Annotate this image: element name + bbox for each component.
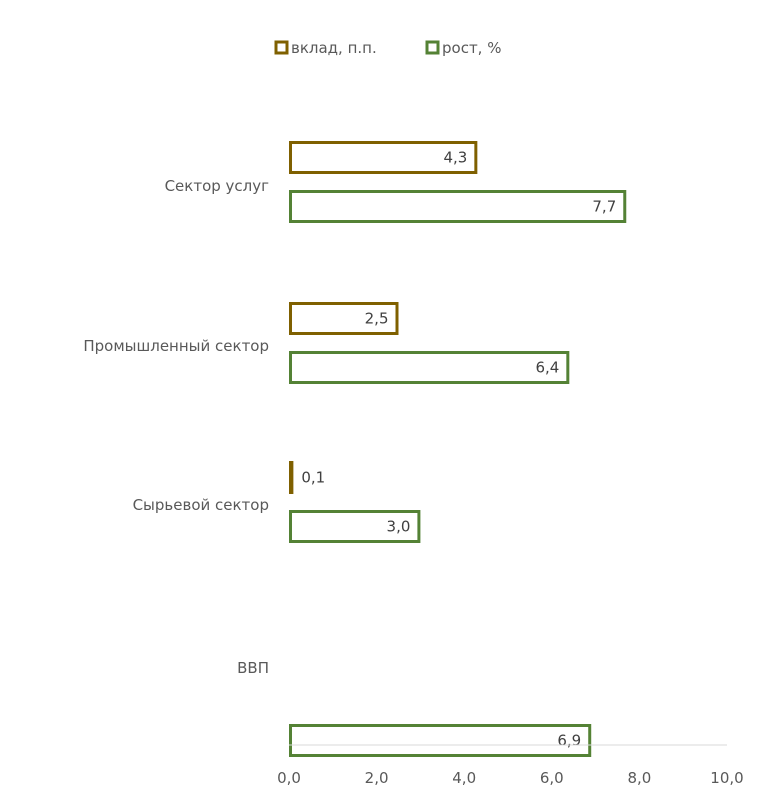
bar <box>289 141 478 174</box>
data-label: 0,1 <box>301 469 325 487</box>
category-label: Сектор услуг <box>165 177 270 195</box>
bar <box>289 190 627 223</box>
category-label: ВВП <box>237 659 269 677</box>
legend: вклад, п.п. рост, % <box>274 39 501 57</box>
data-label: 4,3 <box>443 149 467 167</box>
category-label: Промышленный сектор <box>83 337 269 355</box>
legend-swatch <box>274 40 289 55</box>
category-labels: Сектор услуг Промышленный сектор Сырьевой … <box>83 177 269 677</box>
x-tick-label: 2,0 <box>365 769 389 787</box>
data-label: 7,7 <box>592 198 616 216</box>
legend-item: рост, % <box>425 39 501 57</box>
x-tick-label: 6,0 <box>540 769 564 787</box>
bars-group: 4,3 7,7 2,5 6,4 0,1 3,0 6,9 <box>289 141 627 757</box>
bar <box>289 461 294 494</box>
legend-item: вклад, п.п. <box>274 39 377 57</box>
bar <box>289 351 570 384</box>
bar <box>289 302 399 335</box>
data-label: 2,5 <box>365 310 389 328</box>
category-label: Сырьевой сектор <box>133 496 269 514</box>
x-tick-label: 0,0 <box>277 769 301 787</box>
legend-swatch <box>425 40 440 55</box>
x-tick-label: 4,0 <box>452 769 476 787</box>
data-label: 3,0 <box>387 518 411 536</box>
legend-label: вклад, п.п. <box>291 39 377 57</box>
x-tick-label: 10,0 <box>710 769 743 787</box>
x-tick-label: 8,0 <box>627 769 651 787</box>
legend-label: рост, % <box>442 39 501 57</box>
data-label: 6,9 <box>557 732 581 750</box>
bar <box>289 724 592 757</box>
data-label: 6,4 <box>535 359 559 377</box>
x-axis: 0,0 2,0 4,0 6,0 8,0 10,0 <box>277 744 744 787</box>
bar <box>289 510 421 543</box>
